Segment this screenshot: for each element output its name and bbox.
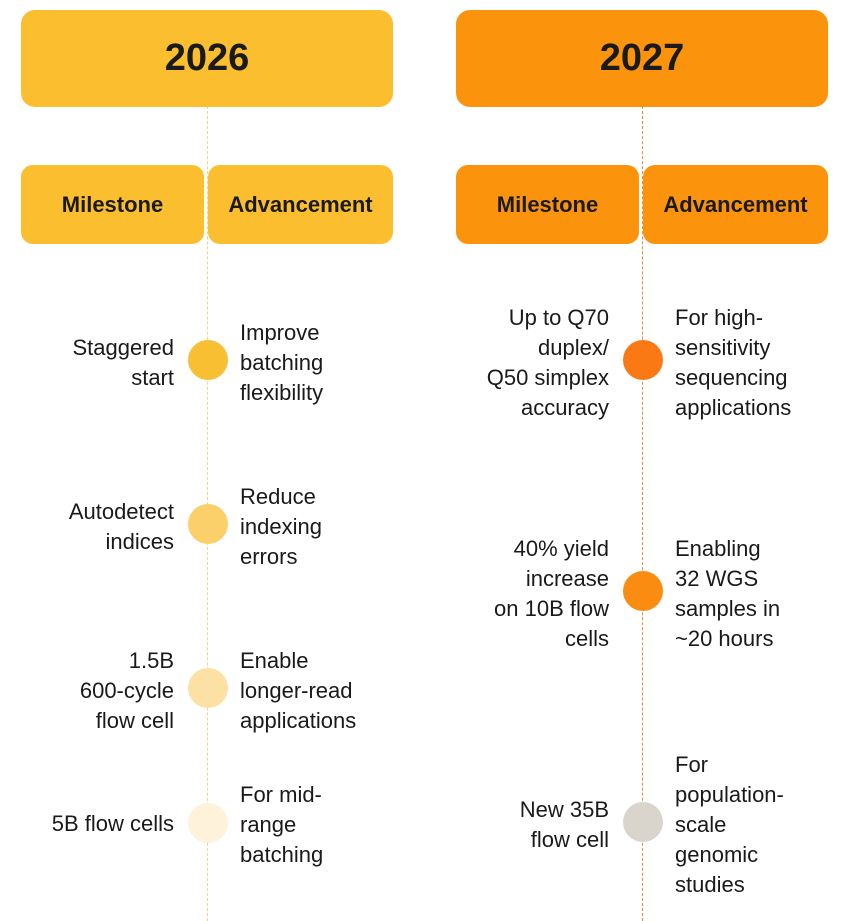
- milestone-text: New 35B flow cell: [519, 797, 609, 852]
- milestone-text: 40% yield increase on 10B flow cells: [494, 536, 609, 651]
- milestone-text: Staggered start: [72, 335, 174, 390]
- advancement-text: For high- sensitivity sequencing applica…: [675, 305, 792, 420]
- milestone-dot: [188, 668, 228, 708]
- milestone-text: Up to Q70 duplex/ Q50 simplex accuracy: [486, 305, 609, 420]
- milestone-header-2026: Milestone: [21, 165, 204, 244]
- advancement-text: For population- scale genomic studies: [675, 752, 784, 897]
- milestone-text: Autodetect indices: [68, 499, 174, 554]
- advancement-text: Improve batching flexibility: [240, 320, 324, 405]
- milestone-dot: [188, 803, 228, 843]
- milestone-dot: [623, 802, 663, 842]
- advancement-text: For mid- range batching: [240, 782, 324, 867]
- timeline-2026: 2026 Milestone Advancement Staggered sta…: [21, 0, 393, 921]
- advancement-header-2027: Advancement: [643, 165, 828, 244]
- advancement-text: Enable longer-read applications: [240, 648, 357, 733]
- milestone-text: 5B flow cells: [51, 811, 174, 836]
- milestone-dot: [188, 504, 228, 544]
- milestone-dot: [623, 571, 663, 611]
- milestone-text: 1.5B 600-cycle flow cell: [79, 648, 174, 733]
- milestone-dot: [188, 340, 228, 380]
- milestone-dot: [623, 340, 663, 380]
- timeline-line-2027: [642, 106, 643, 921]
- advancement-text: Reduce indexing errors: [240, 484, 322, 569]
- advancement-header-2026: Advancement: [208, 165, 393, 244]
- timeline-2027: 2027 Milestone Advancement Up to Q70 dup…: [456, 0, 828, 921]
- milestone-header-2027: Milestone: [456, 165, 639, 244]
- advancement-text: Enabling 32 WGS samples in ~20 hours: [675, 536, 781, 651]
- year-banner-2027: 2027: [456, 10, 828, 107]
- year-banner-2026: 2026: [21, 10, 393, 107]
